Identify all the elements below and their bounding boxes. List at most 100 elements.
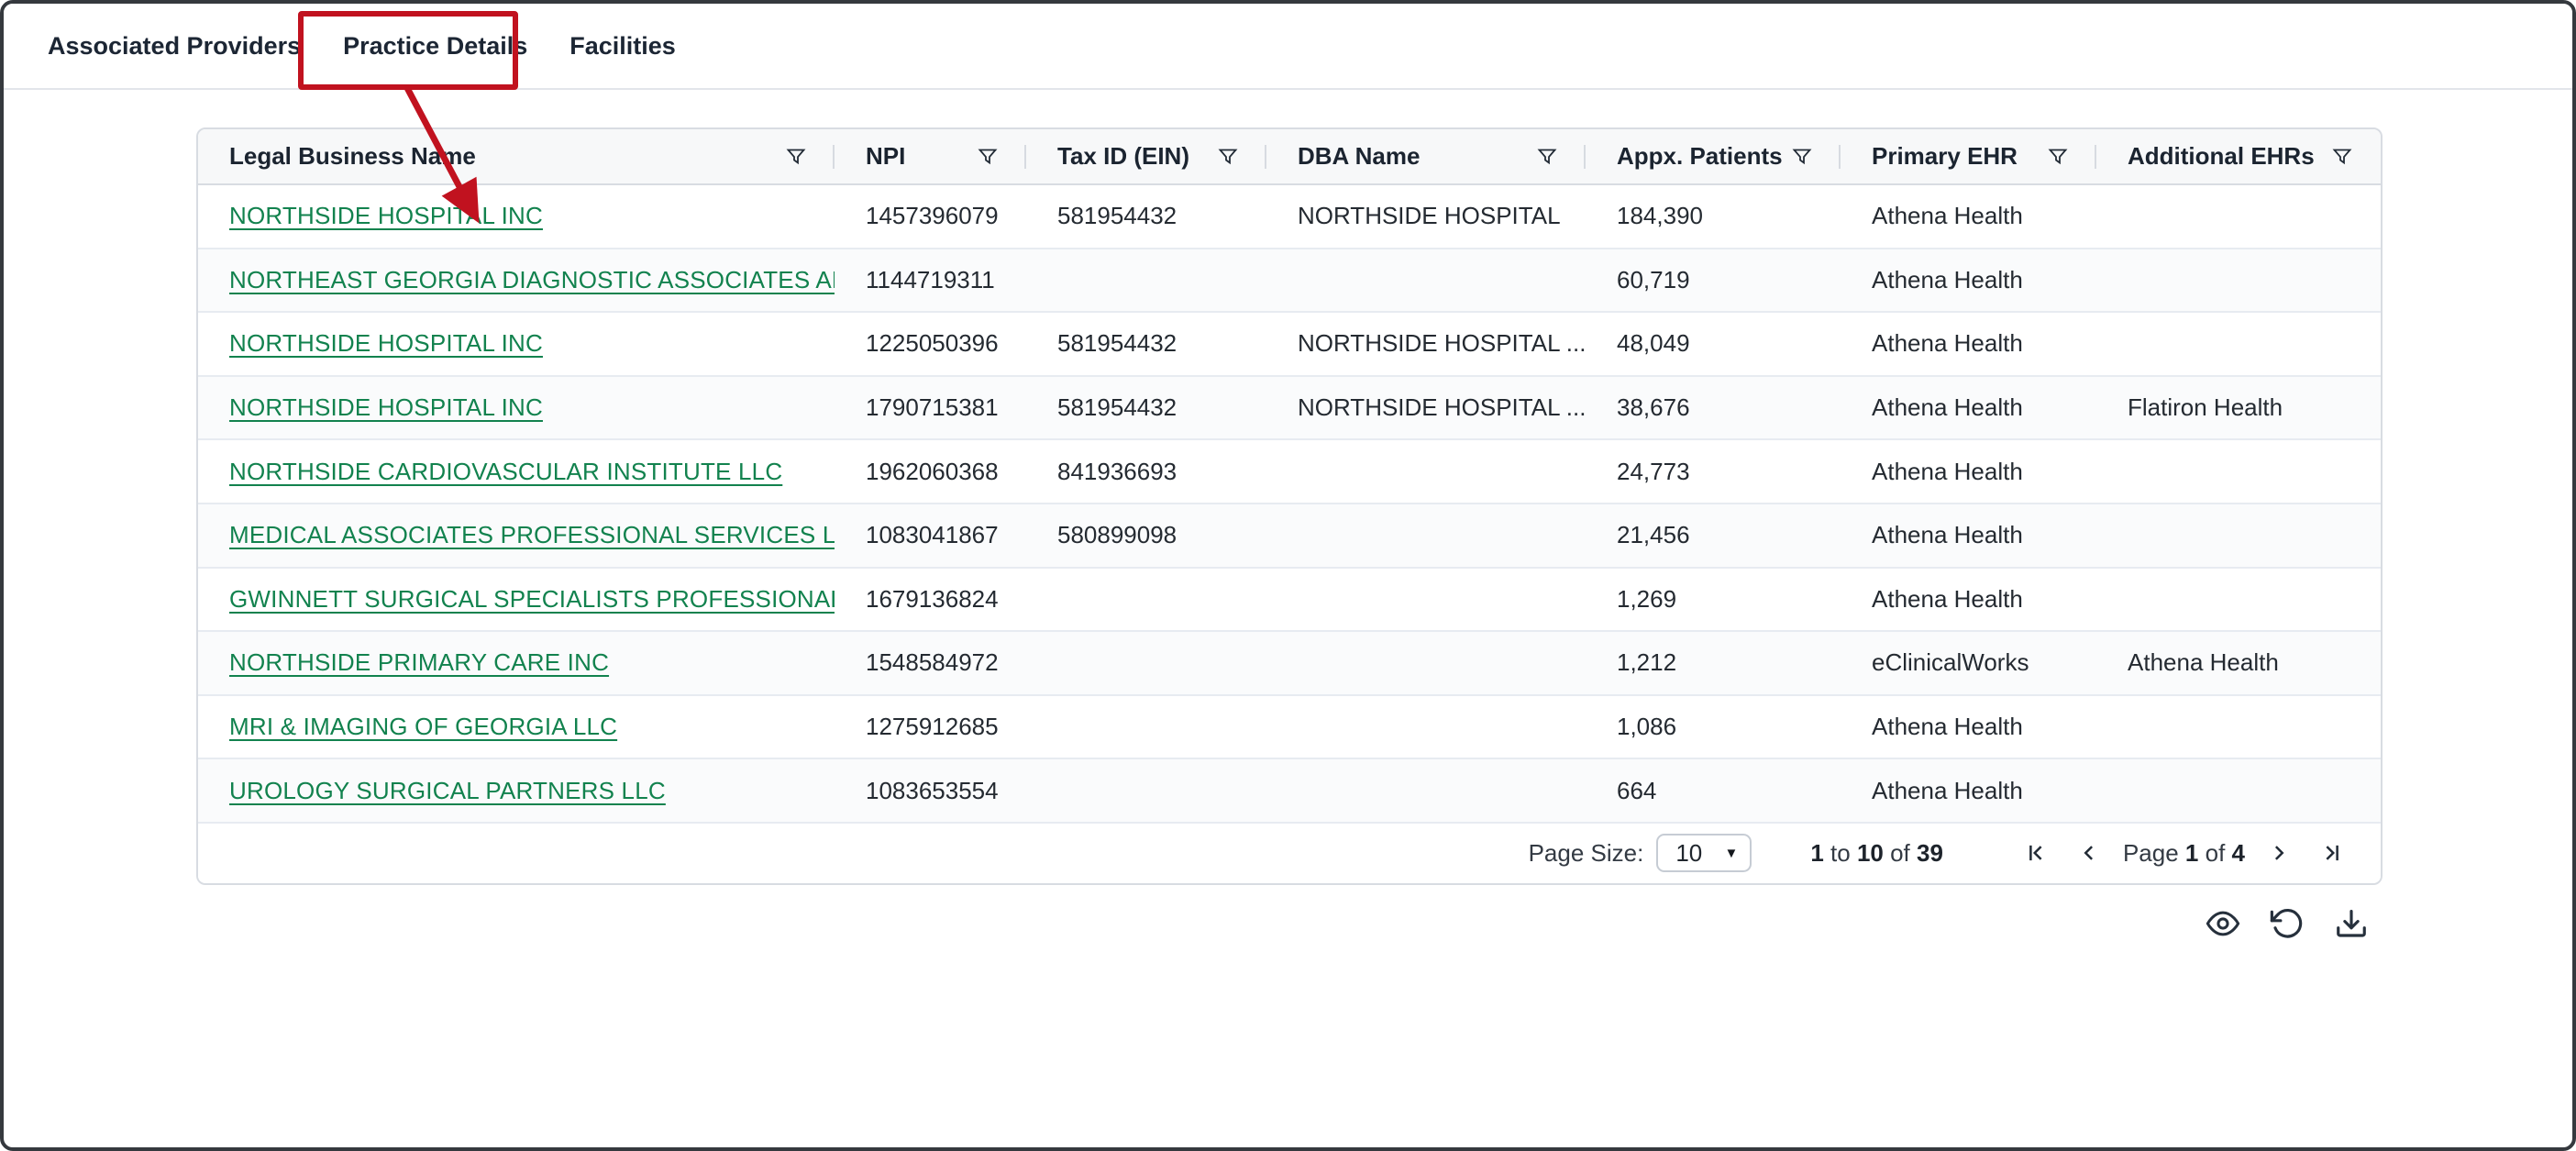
cell-primary-ehr: Athena Health [1872, 202, 2023, 230]
cell-npi: 1962060368 [866, 457, 999, 485]
table-row: GWINNETT SURGICAL SPECIALISTS PROFESSION… [198, 568, 2381, 633]
practice-name-link[interactable]: NORTHEAST GEORGIA DIAGNOSTIC ASSOCIATES … [229, 265, 835, 293]
cell-tax-id [1026, 696, 1266, 758]
download-button[interactable] [2334, 906, 2369, 941]
practice-name-link[interactable]: MEDICAL ASSOCIATES PROFESSIONAL SERVICES… [229, 521, 835, 549]
cell-primary-ehr: Athena Health [1872, 584, 2023, 613]
cell-legal-business-name: NORTHSIDE HOSPITAL INC [198, 185, 835, 248]
cell-npi: 1790715381 [866, 393, 999, 422]
column-header-label: Appx. Patients [1617, 142, 1783, 170]
column-header-tax-id-ein[interactable]: Tax ID (EIN) [1026, 129, 1266, 183]
cell-additional-ehrs [2096, 313, 2381, 375]
filter-icon[interactable] [1791, 146, 1813, 168]
column-header-dba-name[interactable]: DBA Name [1266, 129, 1586, 183]
table-row: NORTHSIDE HOSPITAL INC 1790715381 581954… [198, 376, 2381, 441]
cell-legal-business-name: NORTHEAST GEORGIA DIAGNOSTIC ASSOCIATES … [198, 249, 835, 312]
cell-dba-name [1266, 759, 1586, 822]
cell-dba-name [1266, 569, 1586, 631]
cell-tax-id [1026, 249, 1266, 312]
cell-appx-patients: 48,049 [1617, 329, 1690, 358]
practice-name-link[interactable]: NORTHSIDE HOSPITAL INC [229, 393, 543, 422]
chevron-down-icon: ▼ [1724, 845, 1739, 861]
cell-additional-ehrs [2096, 440, 2381, 503]
tab-associated-providers[interactable]: Associated Providers [48, 31, 302, 60]
filter-icon[interactable] [1536, 146, 1558, 168]
last-page-icon [2326, 846, 2338, 861]
tab-facilities[interactable]: Facilities [569, 31, 676, 60]
column-header-label: NPI [866, 142, 906, 170]
column-header-label: Additional EHRs [2128, 142, 2315, 170]
practice-name-link[interactable]: NORTHSIDE HOSPITAL INC [229, 202, 543, 230]
cell-dba-name [1266, 440, 1586, 503]
column-header-primary-ehr[interactable]: Primary EHR [1841, 129, 2096, 183]
column-header-label: Primary EHR [1872, 142, 2018, 170]
column-header-label: DBA Name [1298, 142, 1421, 170]
tab-practice-details[interactable]: Practice Details [343, 31, 528, 60]
cell-dba-name: NORTHSIDE HOSPITAL ... [1298, 393, 1586, 422]
row-range-summary: 1 to 10 of 39 [1810, 838, 1943, 867]
filter-icon[interactable] [2047, 146, 2069, 168]
table-header-row: Legal Business Name NPI Tax ID (EIN) DBA… [198, 129, 2381, 185]
cell-additional-ehrs: Flatiron Health [2128, 393, 2283, 422]
filter-icon[interactable] [1217, 146, 1239, 168]
practice-name-link[interactable]: NORTHSIDE PRIMARY CARE INC [229, 648, 610, 677]
table-row: MRI & IMAGING OF GEORGIA LLC 1275912685 … [198, 695, 2381, 760]
column-header-appx-patients[interactable]: Appx. Patients [1586, 129, 1841, 183]
filter-icon[interactable] [2331, 146, 2353, 168]
column-header-additional-ehrs[interactable]: Additional EHRs [2096, 129, 2381, 183]
previous-page-icon [2084, 846, 2093, 861]
cell-primary-ehr: Athena Health [1872, 329, 2023, 358]
cell-npi: 1083653554 [866, 776, 999, 804]
cell-dba-name: NORTHSIDE HOSPITAL [1298, 202, 1561, 230]
cell-primary-ehr: Athena Health [1872, 265, 2023, 293]
cell-dba-name: NORTHSIDE HOSPITAL ... [1298, 329, 1586, 358]
cell-tax-id [1026, 632, 1266, 694]
cell-npi: 1679136824 [866, 584, 999, 613]
table-row: NORTHSIDE PRIMARY CARE INC 1548584972 1,… [198, 632, 2381, 696]
table-row: NORTHSIDE CARDIOVASCULAR INSTITUTE LLC 1… [198, 440, 2381, 504]
cell-appx-patients: 1,269 [1617, 584, 1677, 613]
table-row: NORTHSIDE HOSPITAL INC 1225050396 581954… [198, 313, 2381, 377]
practice-name-link[interactable]: GWINNETT SURGICAL SPECIALISTS PROFESSION… [229, 584, 835, 613]
cell-appx-patients: 38,676 [1617, 393, 1690, 422]
cell-npi: 1083041867 [866, 521, 999, 549]
column-header-legal-business-name[interactable]: Legal Business Name [198, 129, 835, 183]
column-header-npi[interactable]: NPI [835, 129, 1026, 183]
cell-dba-name [1266, 249, 1586, 312]
preview-button[interactable] [2206, 906, 2240, 941]
filter-icon[interactable] [785, 146, 807, 168]
previous-page-button[interactable] [2075, 839, 2103, 867]
practice-details-table: Legal Business Name NPI Tax ID (EIN) DBA… [196, 127, 2383, 885]
filter-icon[interactable] [977, 146, 999, 168]
practice-name-link[interactable]: NORTHSIDE HOSPITAL INC [229, 329, 543, 358]
last-page-button[interactable] [2318, 839, 2346, 867]
practice-name-link[interactable]: NORTHSIDE CARDIOVASCULAR INSTITUTE LLC [229, 457, 783, 485]
practice-name-link[interactable]: UROLOGY SURGICAL PARTNERS LLC [229, 776, 666, 804]
table-row: MEDICAL ASSOCIATES PROFESSIONAL SERVICES… [198, 504, 2381, 569]
cell-npi: 1457396079 [866, 202, 999, 230]
practice-name-link[interactable]: MRI & IMAGING OF GEORGIA LLC [229, 713, 618, 741]
cell-tax-id: 841936693 [1057, 457, 1177, 485]
pagination-bar: Page Size: 10 ▼ 1 to 10 of 39 Page 1 of … [198, 823, 2381, 883]
eye-icon [2206, 911, 2240, 936]
table-row: NORTHSIDE HOSPITAL INC 1457396079 581954… [198, 185, 2381, 249]
cell-dba-name [1266, 504, 1586, 567]
first-page-button[interactable] [2022, 839, 2050, 867]
cell-npi: 1548584972 [866, 648, 999, 677]
cell-tax-id: 581954432 [1057, 202, 1177, 230]
cell-additional-ehrs [2096, 569, 2381, 631]
next-page-button[interactable] [2265, 839, 2293, 867]
cell-legal-business-name: MEDICAL ASSOCIATES PROFESSIONAL SERVICES… [198, 504, 835, 567]
cell-primary-ehr: Athena Health [1872, 521, 2023, 549]
cell-primary-ehr: eClinicalWorks [1872, 648, 2029, 677]
cell-tax-id: 581954432 [1057, 393, 1177, 422]
cell-tax-id [1026, 759, 1266, 822]
refresh-button[interactable] [2270, 906, 2305, 941]
cell-primary-ehr: Athena Health [1872, 393, 2023, 422]
cell-additional-ehrs [2096, 185, 2381, 248]
page-size-value: 10 [1675, 838, 1703, 867]
first-page-icon [2029, 846, 2042, 861]
cell-primary-ehr: Athena Health [1872, 713, 2023, 741]
cell-additional-ehrs [2096, 759, 2381, 822]
page-size-select[interactable]: 10 ▼ [1656, 834, 1752, 873]
